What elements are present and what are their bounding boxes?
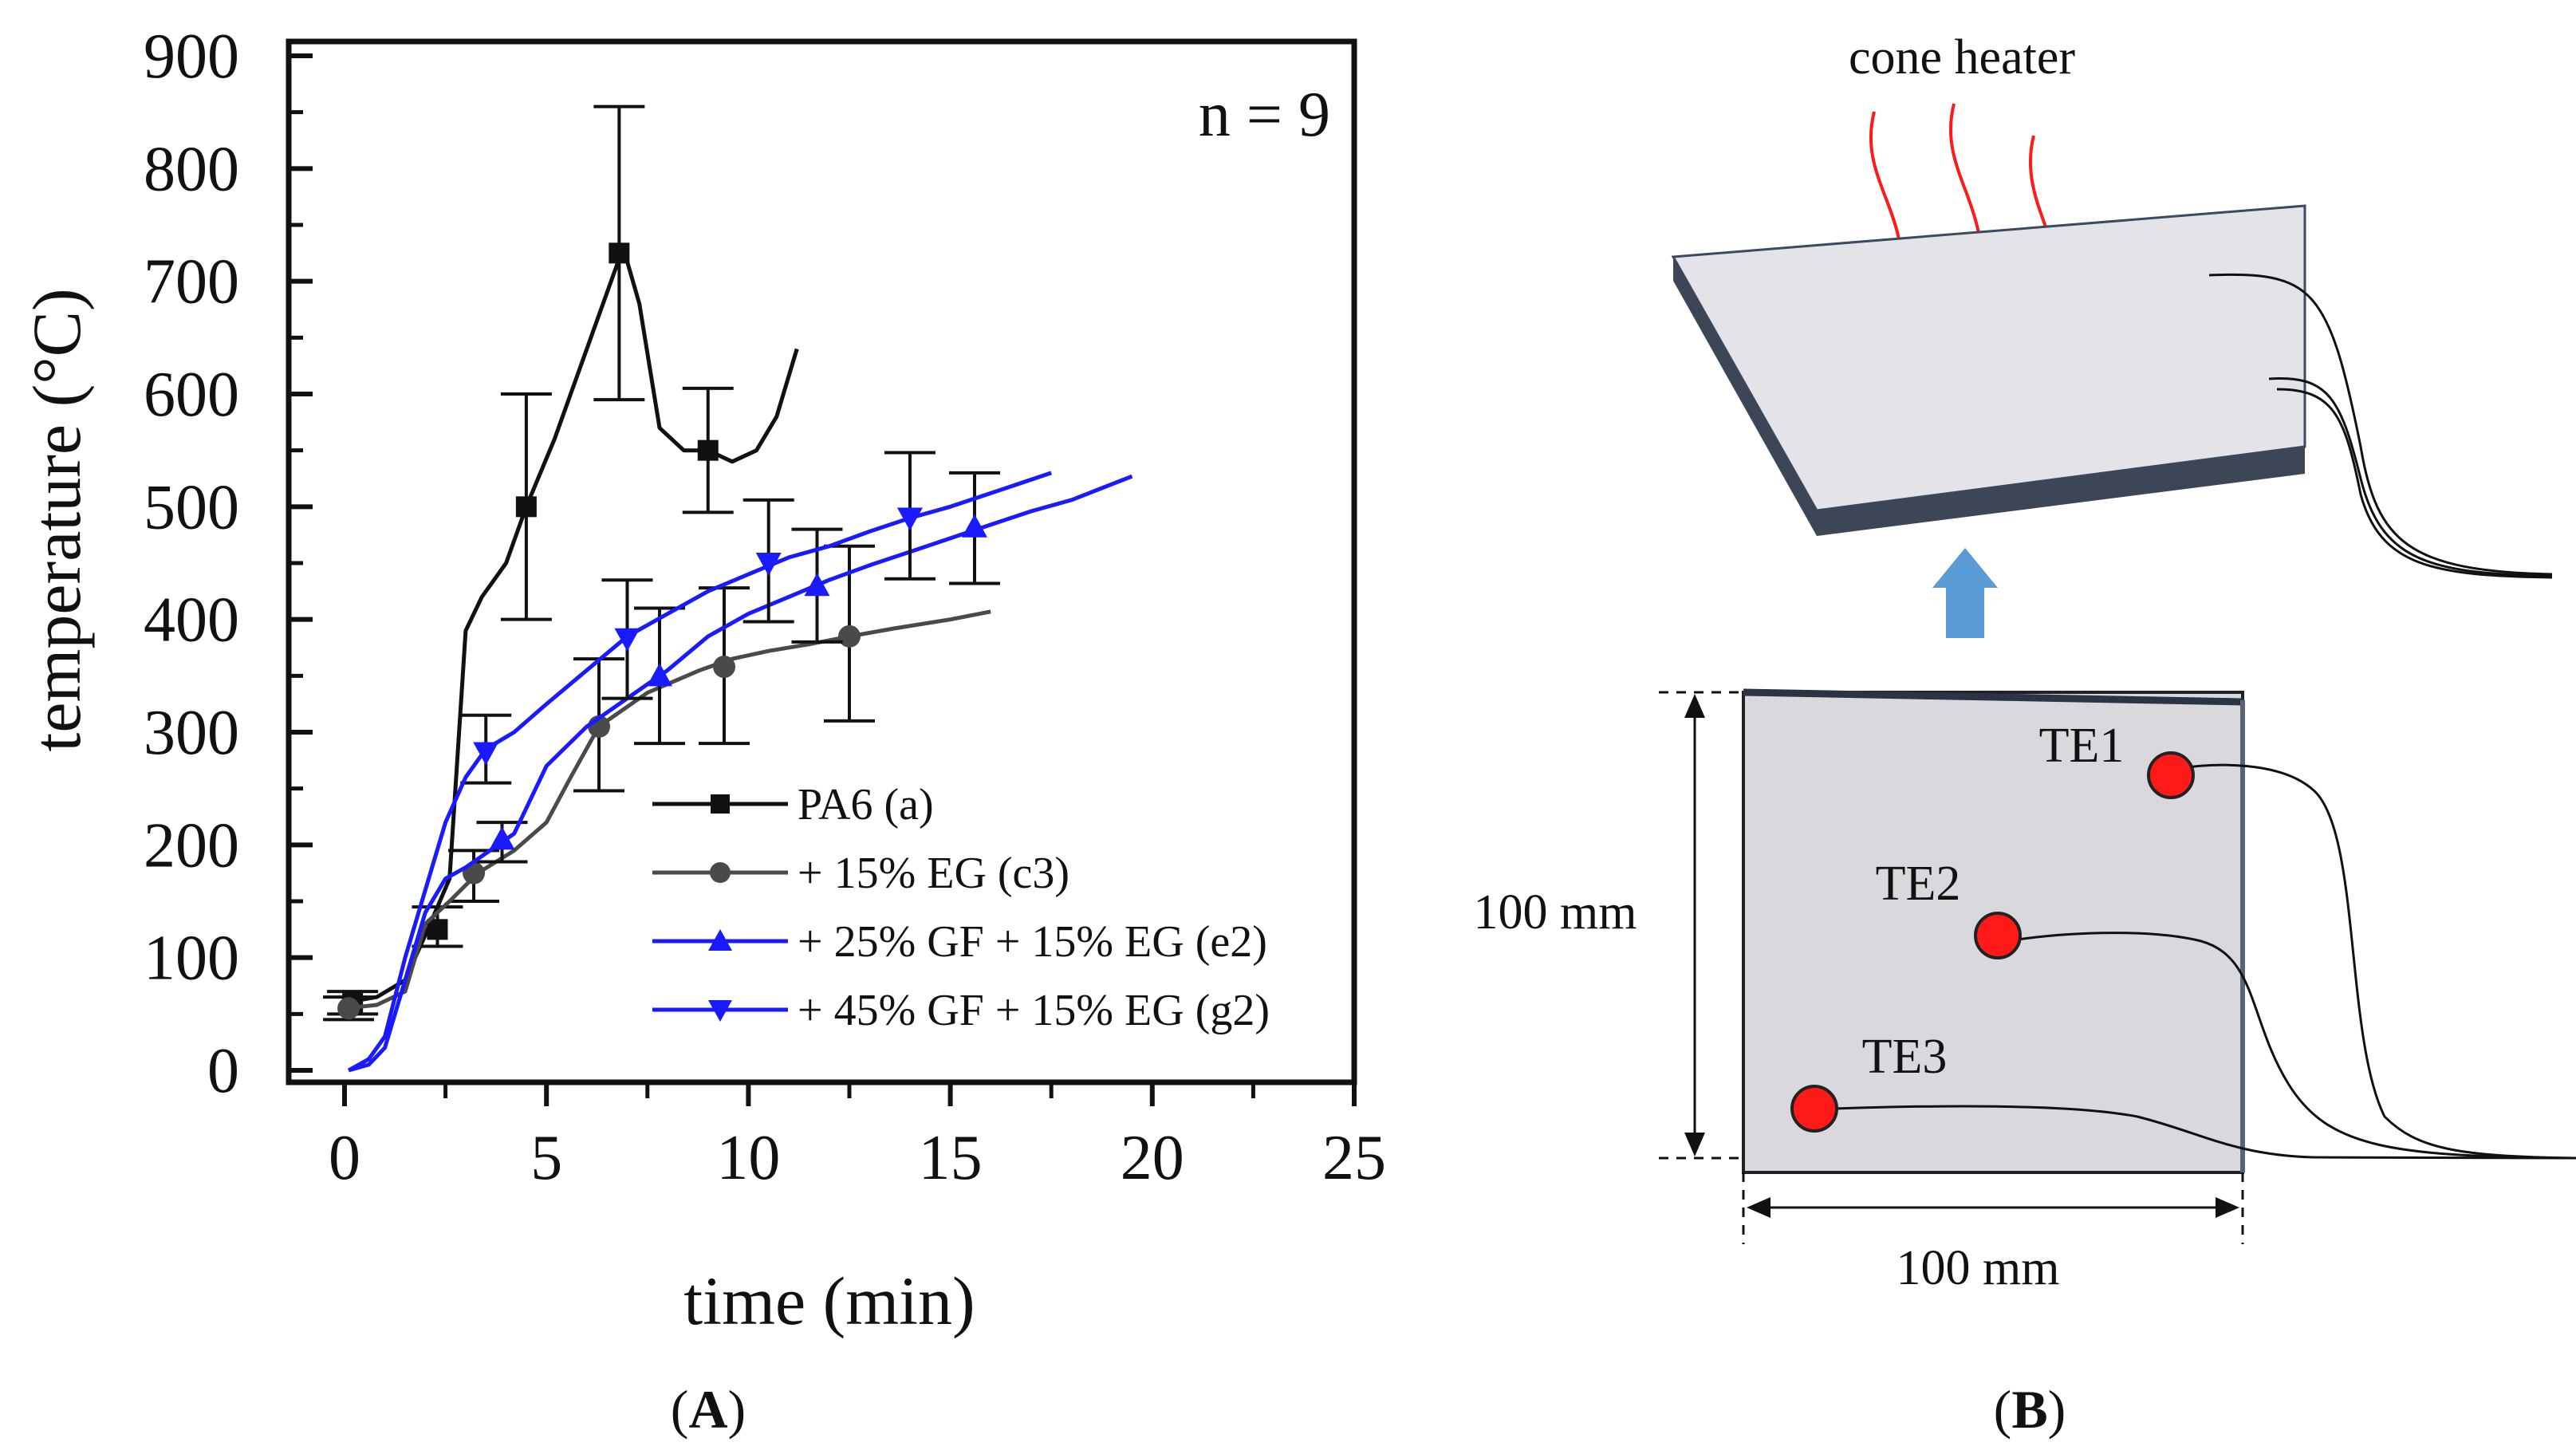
data-point-circle — [713, 656, 736, 679]
series-layer — [323, 104, 1133, 1073]
y-tick-label: 200 — [144, 810, 239, 881]
plate-front — [1817, 447, 2305, 536]
panel-b-label: (B) — [1994, 1379, 2066, 1440]
square-plate-shadow-top — [1743, 688, 2243, 706]
y-axis-label: temperature (°C) — [18, 288, 95, 751]
y-tick-label: 300 — [144, 698, 239, 768]
plate-wire-1 — [2208, 273, 2553, 576]
panel-a-label: (A) — [671, 1379, 746, 1440]
x-tick-label: 20 — [1121, 1123, 1184, 1193]
data-point-square — [711, 794, 730, 814]
plate-side — [1673, 257, 1817, 536]
data-point-triangle-down — [614, 628, 640, 652]
n-annotation: n = 9 — [1199, 80, 1330, 150]
data-point-circle — [337, 997, 360, 1020]
data-point-circle — [838, 624, 861, 648]
x-axis-ticks: 0 5 10 15 20 25 — [329, 1082, 1386, 1193]
legend-label: + 25% GF + 15% EG (e2) — [798, 917, 1267, 967]
y-tick-label: 700 — [144, 247, 239, 317]
y-tick-label: 800 — [144, 134, 239, 204]
y-tick-label: 400 — [144, 585, 239, 656]
dim-arrow-left — [1747, 1197, 1771, 1218]
series-2 — [323, 544, 991, 1022]
dim-vertical-label: 100 mm — [1474, 885, 1637, 940]
x-tick-label: 5 — [530, 1123, 562, 1193]
dimension-lines — [1659, 691, 2244, 1244]
x-tick-label: 0 — [329, 1123, 360, 1193]
te2-label: TE2 — [1876, 857, 1961, 911]
te1-wire — [2170, 763, 2576, 1160]
dim-horizontal-label: 100 mm — [1897, 1241, 2060, 1295]
up-arrow-icon — [1932, 548, 1998, 638]
series-line — [348, 474, 1133, 1073]
y-tick-label: 100 — [144, 924, 239, 994]
legend-item: PA6 (a) — [652, 780, 934, 829]
data-point-square — [427, 919, 448, 940]
data-point-square — [609, 242, 630, 264]
legend-label: PA6 (a) — [798, 780, 934, 829]
legend-label: + 15% EG (c3) — [798, 849, 1069, 898]
y-tick-label: 600 — [144, 360, 239, 430]
series-3 — [348, 471, 1133, 1073]
te2-wire — [2017, 932, 2576, 1160]
y-axis-ticks: 0 100 200 300 400 500 600 700 800 900 — [144, 22, 313, 1106]
x-tick-label: 10 — [716, 1123, 780, 1193]
te3-label: TE3 — [1862, 1030, 1948, 1084]
plate-wires — [2208, 273, 2553, 579]
plate-wire-2 — [2268, 376, 2553, 577]
data-point-square — [697, 439, 719, 461]
dim-arrow-up — [1684, 694, 1705, 718]
y-tick-label: 0 — [207, 1036, 239, 1106]
x-tick-label: 25 — [1322, 1123, 1386, 1193]
te1-label: TE1 — [2039, 719, 2125, 773]
te3-sensor-dot — [1790, 1085, 1838, 1133]
data-point-triangle-down — [896, 507, 923, 531]
data-point-triangle-up — [646, 663, 672, 687]
data-point-triangle-down — [708, 1000, 732, 1022]
data-point-triangle-down — [473, 742, 499, 766]
data-point-square — [515, 496, 537, 518]
te1-sensor-dot — [2147, 751, 2195, 799]
te3-wire — [1834, 1105, 2576, 1160]
y-tick-label: 900 — [144, 22, 239, 92]
legend-item: + 15% EG (c3) — [652, 849, 1069, 898]
data-point-triangle-up — [489, 826, 515, 850]
data-point-triangle-down — [755, 553, 782, 576]
series-line — [347, 471, 1052, 1073]
legend: PA6 (a) + 15% EG (c3) + 25% GF + 15% EG (e… — [652, 780, 1270, 1035]
cone-heater-label: cone heater — [1849, 30, 2075, 85]
sensor-wires — [1834, 763, 2576, 1160]
dim-arrow-right — [2216, 1197, 2239, 1218]
legend-label: + 45% GF + 15% EG (g2) — [798, 986, 1270, 1035]
dim-arrow-down — [1684, 1133, 1705, 1156]
data-point-triangle-up — [708, 929, 732, 951]
setup-diagram: cone heater — [1474, 30, 2576, 1295]
x-axis-label: time (min) — [683, 1263, 975, 1339]
legend-item: + 45% GF + 15% EG (g2) — [652, 986, 1270, 1035]
series-4 — [347, 451, 1052, 1073]
data-point-circle — [710, 862, 731, 883]
plate-wire-3 — [2276, 388, 2553, 579]
te2-sensor-dot — [1974, 912, 2022, 959]
data-point-triangle-up — [804, 573, 830, 597]
data-point-triangle-up — [961, 514, 987, 538]
y-tick-label: 500 — [144, 472, 239, 542]
legend-item: + 25% GF + 15% EG (e2) — [652, 917, 1267, 967]
x-tick-label: 15 — [919, 1123, 983, 1193]
